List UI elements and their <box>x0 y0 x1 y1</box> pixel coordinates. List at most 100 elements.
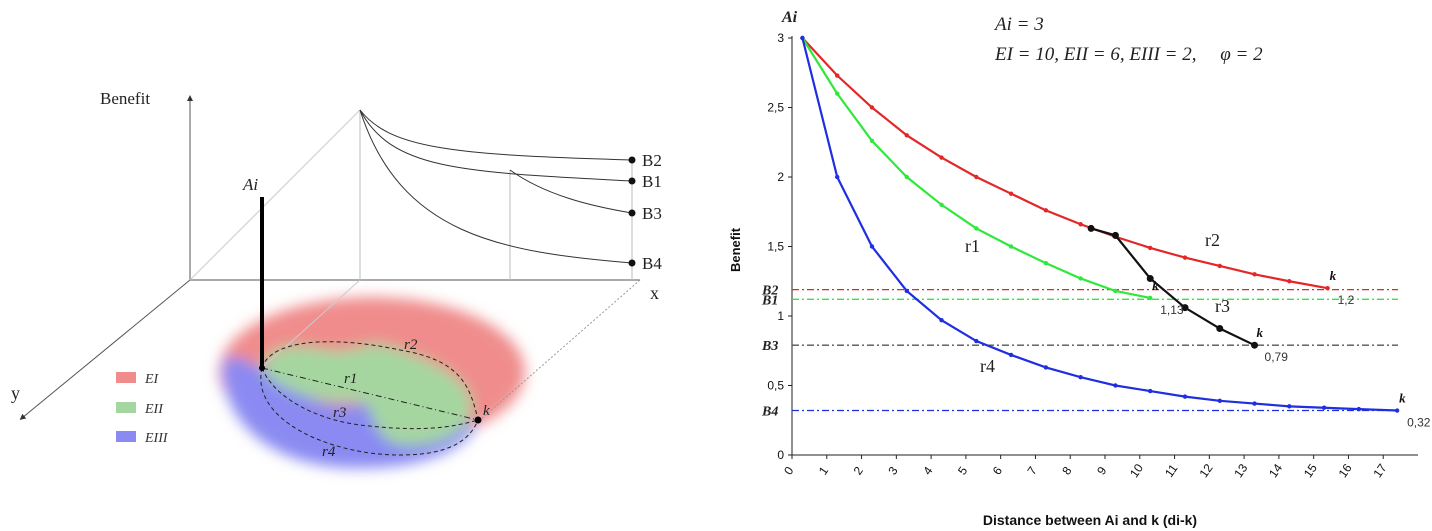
end-label-b2: B2 <box>642 151 662 170</box>
route-label-r1: r1 <box>344 371 357 387</box>
series-label-r2: r2 <box>1205 230 1220 250</box>
data-point-r1 <box>1043 260 1049 266</box>
chart-y-axis-title: Benefit <box>728 227 743 272</box>
schematic-routes <box>260 341 479 456</box>
x-tick-label: 7 <box>1025 464 1040 478</box>
data-point-r2 <box>974 174 979 180</box>
data-point-r2 <box>1182 255 1188 260</box>
end-value-r3: 0,79 <box>1265 350 1289 364</box>
end-label-r2: k <box>1330 268 1337 283</box>
data-point-r2 <box>1008 191 1014 196</box>
benefit-axis-label: Benefit <box>100 89 150 108</box>
y-tick-label: 2 <box>777 170 784 184</box>
data-point-r3 <box>1216 325 1224 333</box>
reference-label-b1: B1 <box>761 293 778 308</box>
chart-axes: 00,511,522,530 1 2 3 4 5 6 7 8 9 10 11 12 13 14 15 16 17 <box>767 31 1418 480</box>
route-label-r4: r4 <box>322 444 336 460</box>
k-ground-point <box>474 416 482 424</box>
data-point-r2 <box>835 73 840 78</box>
route-r4 <box>260 367 479 456</box>
chart-series <box>800 35 1400 413</box>
data-point-r4 <box>1043 365 1049 370</box>
series-line-r1 <box>801 37 1151 300</box>
curve-b1 <box>359 109 633 182</box>
end-label-b3: B3 <box>642 204 662 223</box>
data-point-r4 <box>800 35 805 41</box>
x-tick-label: 13 <box>1231 461 1250 480</box>
y-tick-label: 3 <box>777 31 784 45</box>
data-point-r3 <box>1087 224 1095 232</box>
region-map <box>219 297 525 469</box>
data-point-r4 <box>1078 374 1083 380</box>
x-tick-label: 5 <box>955 464 970 478</box>
data-point-r4 <box>835 174 840 180</box>
data-point-r3 <box>1111 231 1119 239</box>
x-tick-label: 9 <box>1094 464 1109 478</box>
end-value-r4: 0,32 <box>1407 416 1431 430</box>
data-point-r4 <box>1287 404 1292 409</box>
y-tick-label: 0,5 <box>767 379 784 393</box>
x-tick-label: 16 <box>1336 461 1355 480</box>
data-point-r3 <box>1146 274 1154 282</box>
x-tick-label: 12 <box>1196 461 1215 480</box>
region-legend: EI EII EIII <box>116 372 169 446</box>
end-value-r1: 1,13 <box>1160 303 1184 317</box>
data-point-r4 <box>1252 401 1257 406</box>
data-point-r4 <box>974 338 979 344</box>
data-point-r1 <box>1148 295 1153 301</box>
data-point-r1 <box>974 226 979 231</box>
data-point-r1 <box>1113 288 1118 294</box>
data-point-r4 <box>939 317 944 323</box>
chart-x-axis-title: Distance between Ai and k (di-k) <box>983 512 1197 528</box>
ai-label: Ai <box>242 175 258 194</box>
data-point-r2 <box>904 133 909 138</box>
data-point-r2 <box>939 155 944 160</box>
k-label: k <box>483 403 490 419</box>
schematic-axes <box>19 95 641 421</box>
data-point-r2 <box>1043 208 1049 213</box>
data-point-r2 <box>1252 272 1257 277</box>
data-point-r4 <box>904 288 909 294</box>
x-tick-label: 1 <box>816 464 831 478</box>
reference-label-b2: B2 <box>761 284 778 299</box>
x-tick-label: 11 <box>1162 461 1181 480</box>
legend-label-e3: EIII <box>144 431 169 446</box>
curve-b4 <box>359 109 633 264</box>
legend-label-e1: EI <box>144 372 160 387</box>
data-point-r4 <box>1217 398 1222 403</box>
x-tick-label: 15 <box>1301 461 1320 480</box>
x-axis-label: x <box>650 283 659 303</box>
data-point-r4 <box>1182 394 1188 399</box>
route-label-r3: r3 <box>333 405 346 421</box>
data-point-r4 <box>1148 388 1153 394</box>
x-tick-label: 14 <box>1266 461 1285 480</box>
route-r1 <box>261 367 479 421</box>
legend-swatch-e3 <box>116 431 136 442</box>
end-value-r2: 1,2 <box>1338 293 1355 307</box>
series-label-r1: r1 <box>965 236 980 256</box>
data-point-r4 <box>1321 405 1327 410</box>
legend-label-e2: EII <box>144 402 164 417</box>
data-point-r3 <box>1181 304 1189 312</box>
x-tick-label: 4 <box>920 464 935 478</box>
reference-label-b3: B3 <box>761 339 778 354</box>
route-label-r2: r2 <box>404 337 418 353</box>
schematic-end-points <box>628 156 636 267</box>
series-line-r2 <box>801 37 1328 290</box>
data-point-r2 <box>1217 263 1222 269</box>
data-point-r1 <box>835 91 840 96</box>
legend-swatch-e1 <box>116 372 136 383</box>
data-point-r4 <box>869 244 875 249</box>
y-tick-label: 1,5 <box>767 240 784 254</box>
end-label-r1: k <box>1152 278 1159 293</box>
end-label-r3: k <box>1257 325 1264 340</box>
x-tick-label: 10 <box>1127 461 1146 480</box>
region-e2 <box>262 343 472 447</box>
y-tick-label: 1 <box>777 309 784 323</box>
data-point-r2 <box>1325 286 1330 291</box>
x-tick-label: 17 <box>1370 461 1389 480</box>
data-point-r1 <box>904 174 909 180</box>
